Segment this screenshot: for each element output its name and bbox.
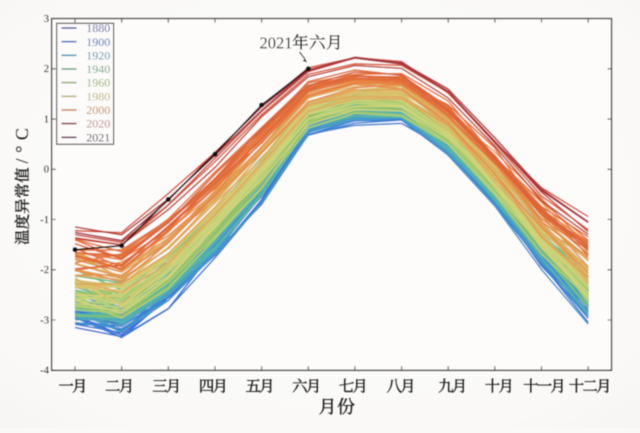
svg-text:1920: 1920 xyxy=(86,48,110,62)
svg-text:1900: 1900 xyxy=(86,35,110,49)
svg-text:-2: -2 xyxy=(40,265,49,276)
svg-text:1: 1 xyxy=(44,115,49,126)
svg-text:1940: 1940 xyxy=(86,62,110,76)
svg-text:1880: 1880 xyxy=(86,21,110,35)
svg-text:0: 0 xyxy=(44,165,49,176)
svg-text:3: 3 xyxy=(44,14,49,25)
svg-text:2: 2 xyxy=(44,64,49,75)
svg-text:-1: -1 xyxy=(40,215,49,226)
svg-text:2000: 2000 xyxy=(86,103,110,117)
svg-text:1980: 1980 xyxy=(86,89,110,103)
svg-text:-3: -3 xyxy=(40,315,49,326)
svg-text:-4: -4 xyxy=(40,366,50,377)
svg-text:1960: 1960 xyxy=(86,76,110,90)
svg-text:2021: 2021 xyxy=(86,130,110,144)
svg-text:/°C: /°C xyxy=(12,122,32,163)
svg-text:2020: 2020 xyxy=(86,117,110,131)
svg-text:2021: 2021 xyxy=(260,33,293,52)
